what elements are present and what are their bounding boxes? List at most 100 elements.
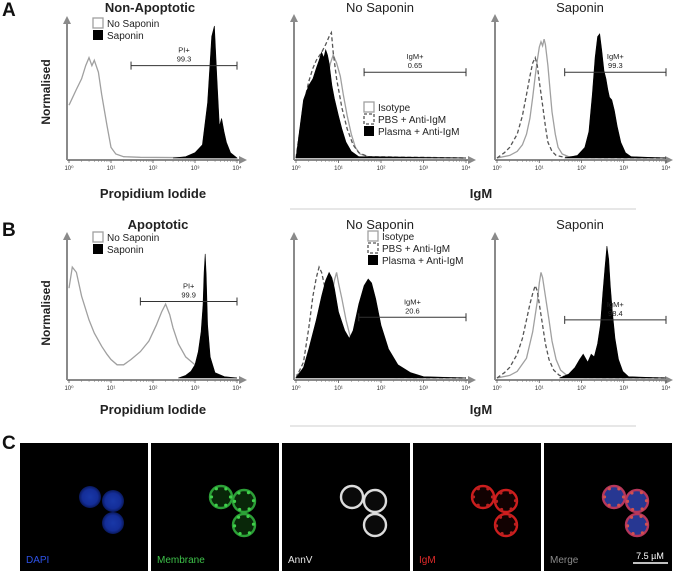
series-plasma-anti-igm (559, 245, 667, 379)
membrane-spot (237, 491, 241, 495)
x-tick-label: 10⁴ (232, 165, 242, 172)
x-tick-label: 10⁰ (492, 165, 502, 172)
series-isotype (496, 39, 667, 159)
series-plasma-anti-igm (295, 48, 467, 159)
membrane-spot (629, 515, 634, 519)
membrane-spot (246, 514, 250, 518)
histogram-A-pi: Non-Apoptotic 10⁰ 10¹ 10² 10³ 10⁴ PI+99.3 No Sa… (63, 0, 247, 172)
micrograph-label: DAPI (26, 555, 49, 566)
histogram-title: Non-Apoptotic (105, 0, 195, 15)
histogram-B-igm-nosap: No Saponin 10⁰ 10¹ 10² 10³ 10⁴ IgM+20.6 Isotype… (290, 217, 476, 392)
legend-swatch-no-saponin (92, 17, 104, 29)
gate-label: IgM+ (404, 297, 422, 306)
membrane-spot (247, 507, 251, 511)
membrane-spot (509, 531, 513, 535)
x-axis-label-pi: Propidium Iodide (100, 186, 206, 201)
panel-letter-b: B (2, 220, 16, 241)
membrane-spot (486, 487, 490, 491)
series-pbs-anti-igm (496, 55, 667, 159)
membrane-spot (232, 499, 237, 503)
membrane-spot (236, 515, 241, 519)
gate-value: 99.9 (181, 290, 196, 299)
membrane-spot (228, 495, 233, 499)
membrane-spot (500, 507, 504, 512)
membrane-spot (602, 495, 607, 499)
series-plasma-anti-igm (564, 33, 667, 159)
legend-swatch-no-saponin (92, 231, 104, 243)
legend-label-no-saponin: No Saponin (107, 19, 159, 30)
membrane-spot (513, 499, 518, 503)
x-tick-label: 10¹ (535, 166, 544, 172)
x-tick-label: 10⁴ (232, 385, 242, 392)
micrograph-label: Merge (550, 555, 579, 566)
histogram-title: No Saponin (346, 0, 414, 15)
micrograph-annv: AnnV (282, 443, 410, 571)
cell (208, 484, 234, 510)
x-tick-label: 10² (377, 166, 386, 172)
cell (362, 512, 388, 538)
histogram-title: Apoptotic (128, 217, 189, 232)
cell (102, 490, 124, 512)
membrane-spot (617, 487, 621, 491)
gate-label: IgM+ (407, 52, 425, 61)
cell (624, 488, 650, 514)
cell (79, 486, 101, 508)
legend-label-isotype: Isotype (378, 103, 411, 114)
legend-swatch-pbs-anti-igm (363, 113, 375, 125)
micrograph-label: IgM (419, 555, 436, 566)
series-pbs-anti-igm (496, 283, 667, 379)
membrane-spot (498, 515, 503, 519)
gate-label: IgM+ (607, 52, 625, 61)
micrograph-membrane: Membrane (151, 443, 279, 571)
gate-value: 0.65 (408, 61, 423, 70)
scale-bar-label: 7.5 µM (636, 551, 664, 561)
series-no-saponin (68, 55, 238, 159)
membrane-spot (224, 503, 228, 507)
membrane-spot (508, 491, 513, 495)
series-isotype (496, 272, 667, 379)
x-axis-label-igm: IgM (470, 186, 492, 201)
gate-value: 98.4 (608, 309, 623, 318)
membrane-spot (476, 487, 480, 491)
x-tick-label: 10² (149, 386, 158, 392)
micrograph-merge: Merge (544, 443, 672, 571)
x-tick-label: 10⁰ (291, 165, 301, 172)
x-tick-label: 10² (577, 166, 586, 172)
micrograph-igm: IgM (413, 443, 541, 571)
membrane-spot (214, 487, 218, 491)
x-axis-label-igm: IgM (470, 402, 492, 417)
x-tick-label: 10³ (419, 166, 428, 172)
membrane-spot (499, 491, 503, 495)
x-tick-label: 10⁴ (461, 385, 471, 392)
histogram-B-igm-sap: Saponin 10⁰ 10¹ 10² 10³ 10⁴ IgM+98.4 (491, 217, 673, 392)
membrane-spot (500, 532, 504, 536)
x-tick-label: 10¹ (334, 386, 343, 392)
membrane-spot (640, 507, 644, 511)
legend-label-pbs-anti-igm: PBS + Anti-IgM (382, 244, 450, 255)
series-pbs-anti-igm (295, 30, 467, 159)
membrane-spot (246, 491, 251, 495)
x-tick-label: 10¹ (334, 166, 343, 172)
legend-swatch-plasma-anti-igm (364, 126, 374, 136)
membrane-spot (494, 499, 499, 503)
x-tick-label: 10⁰ (64, 165, 74, 172)
membrane-spot (214, 503, 218, 507)
legend-label-isotype: Isotype (382, 232, 415, 243)
histogram-A-igm-nosap: No Saponin 10⁰ 10¹ 10² 10³ 10⁴ IgM+0.65 Isotype… (290, 0, 476, 172)
membrane-spot (617, 503, 621, 507)
legend-swatch-isotype (367, 230, 379, 242)
x-tick-label: 10⁴ (661, 165, 671, 172)
cell (470, 484, 496, 510)
legend-swatch-isotype (363, 101, 375, 113)
y-axis-label: Normalised (39, 59, 53, 124)
legend-label-plasma-anti-igm: Plasma + Anti-IgM (378, 127, 459, 138)
micrograph-background (20, 443, 148, 571)
y-axis-label: Normalised (39, 280, 53, 345)
membrane-spot (509, 507, 513, 511)
x-tick-label: 10⁰ (492, 385, 502, 392)
gate-label: IgM+ (607, 300, 625, 309)
x-tick-label: 10³ (619, 386, 628, 392)
